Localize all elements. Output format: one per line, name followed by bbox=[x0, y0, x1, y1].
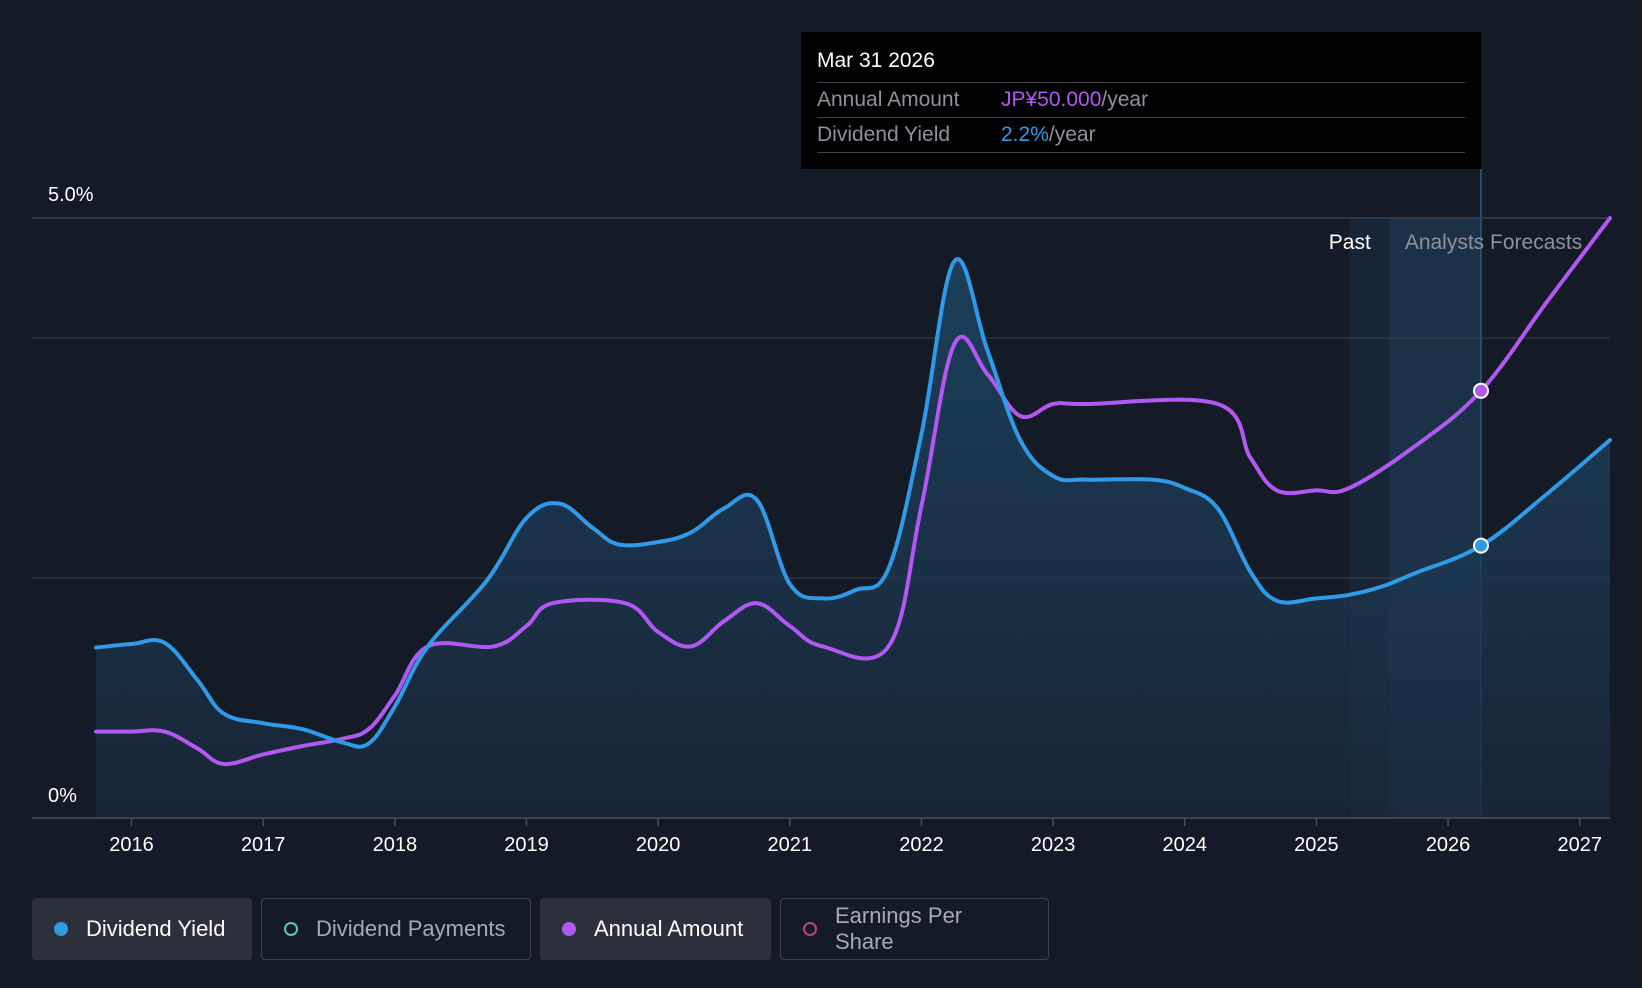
tooltip-yield-row: Dividend Yield 2.2% /year bbox=[817, 118, 1465, 153]
legend: Dividend Yield Dividend Payments Annual … bbox=[32, 898, 1049, 960]
tooltip-annual-unit: /year bbox=[1101, 88, 1149, 111]
x-tick-label: 2020 bbox=[636, 834, 681, 856]
dividend-yield-area bbox=[96, 259, 1610, 818]
x-tick-label: 2023 bbox=[1031, 834, 1076, 856]
x-tick-label: 2021 bbox=[768, 834, 813, 856]
forecast-label: Analysts Forecasts bbox=[1405, 231, 1582, 254]
tooltip-annual-value: JP¥50.000 bbox=[1001, 88, 1102, 111]
legend-earnings-per-share-button[interactable]: Earnings Per Share bbox=[780, 898, 1049, 960]
legend-dividend-payments-button[interactable]: Dividend Payments bbox=[261, 898, 531, 960]
tooltip-yield-value: 2.2% bbox=[1001, 123, 1049, 146]
dividend-yield-marker bbox=[1472, 537, 1489, 554]
legend-annual-amount-button[interactable]: Annual Amount bbox=[540, 898, 771, 960]
y-tick-label-bottom: 0% bbox=[48, 785, 77, 807]
tooltip-yield-unit: /year bbox=[1048, 123, 1096, 146]
legend-annual-amount-label: Annual Amount bbox=[594, 916, 744, 941]
earnings-per-share-ring-icon bbox=[803, 922, 817, 936]
x-tick-label: 2026 bbox=[1426, 834, 1471, 856]
y-tick-label-top: 5.0% bbox=[48, 184, 94, 206]
legend-dividend-yield-button[interactable]: Dividend Yield bbox=[32, 898, 252, 960]
x-tick-label: 2016 bbox=[109, 834, 154, 856]
tooltip-date: Mar 31 2026 bbox=[817, 46, 1465, 83]
tooltip: Mar 31 2026 Annual Amount JP¥50.000 /yea… bbox=[801, 32, 1481, 169]
dividend-yield-line bbox=[94, 257, 1612, 749]
tooltip-annual-row: Annual Amount JP¥50.000 /year bbox=[817, 83, 1465, 118]
legend-earnings-per-share-label: Earnings Per Share bbox=[834, 903, 963, 954]
tooltip-yield-label: Dividend Yield bbox=[817, 123, 951, 146]
annual-amount-dot-icon bbox=[562, 922, 576, 936]
past-label: Past bbox=[1329, 231, 1371, 254]
legend-dividend-yield-label: Dividend Yield bbox=[86, 916, 226, 941]
x-tick-label: 2024 bbox=[1163, 834, 1208, 856]
dividend-yield-dot-icon bbox=[54, 922, 68, 936]
dividend-payments-ring-icon bbox=[284, 922, 298, 936]
x-tick-label: 2025 bbox=[1294, 834, 1339, 856]
x-tick-label: 2019 bbox=[504, 834, 549, 856]
annual-amount-line bbox=[94, 216, 1612, 767]
x-tick-label: 2018 bbox=[373, 834, 418, 856]
x-tick-label: 2022 bbox=[899, 834, 944, 856]
annual-amount-marker bbox=[1472, 382, 1489, 399]
legend-dividend-payments-label: Dividend Payments bbox=[316, 916, 506, 941]
x-tick-label: 2027 bbox=[1557, 834, 1602, 856]
x-tick-label: 2017 bbox=[241, 834, 286, 856]
tooltip-annual-label: Annual Amount bbox=[817, 88, 960, 111]
